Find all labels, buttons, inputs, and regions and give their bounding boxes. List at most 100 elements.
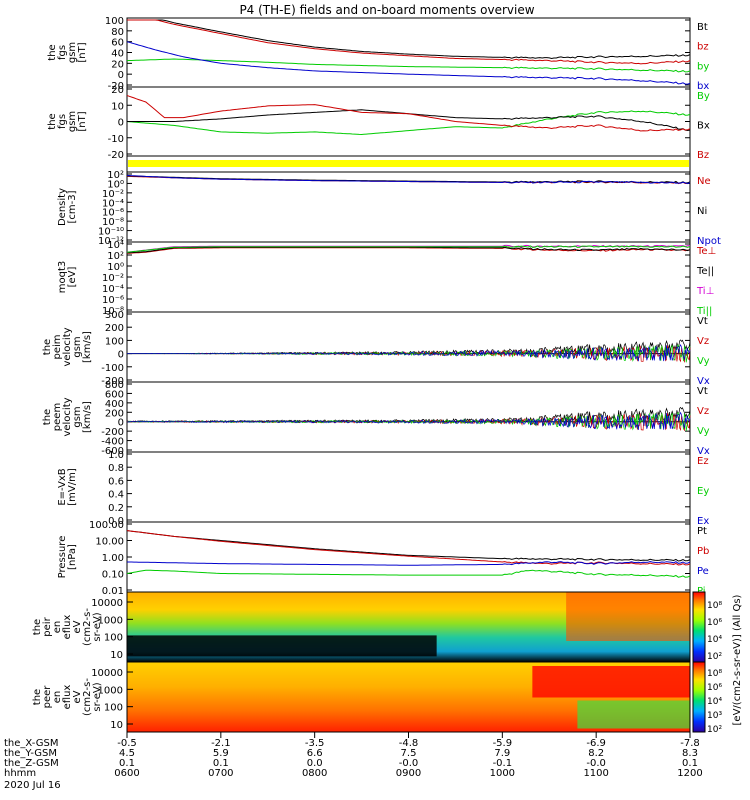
legend-label: Vt xyxy=(697,316,708,327)
legend-label: Te|| xyxy=(696,266,714,277)
panel-peem_velocity: the peem velocity gsm [km/s] 8006004002000-20… xyxy=(42,380,710,457)
legend-label: Ne xyxy=(697,176,711,187)
xaxis-row-value: 5.9 xyxy=(213,748,229,759)
ytick-label: 10⁻⁴ xyxy=(102,284,124,295)
ytick-label: 100 xyxy=(105,16,124,27)
ylabel-line: peer xyxy=(42,685,53,709)
series-line xyxy=(127,19,691,65)
panel-frame xyxy=(126,311,691,383)
series-line xyxy=(126,174,691,185)
ytick-label: 800 xyxy=(105,380,124,391)
xaxis-row-value: 0700 xyxy=(208,768,233,779)
panel-fgs_gsm_detail: the fgs gsm [nT] 20 10 0 -10 -20 By Bx Bz xyxy=(47,85,710,161)
xaxis-row-value: 0.0 xyxy=(307,758,323,769)
ytick-label: -20 xyxy=(108,81,124,92)
legend-label: Vt xyxy=(697,386,708,397)
xaxis-row-value: -7.8 xyxy=(680,738,700,749)
colorbar-lower xyxy=(692,661,706,733)
ytick-label: 10.00 xyxy=(95,537,124,548)
ylabel-line: (cm2-s- xyxy=(82,608,93,646)
xaxis-row-value: 6.6 xyxy=(307,748,323,759)
ytick-label: 100 xyxy=(104,633,123,644)
series-line xyxy=(126,58,691,73)
xaxis-row-value: 1200 xyxy=(677,768,702,779)
ytick-label: 20 xyxy=(111,85,124,96)
ytick-label: 400 xyxy=(105,399,124,410)
ylabel-line: the xyxy=(42,409,53,425)
legend-label: Bz xyxy=(697,150,709,161)
ytick-label: 0.01 xyxy=(102,586,124,597)
colorbar-tick: 10³ xyxy=(707,711,722,721)
ytick-label: 10⁻⁴ xyxy=(102,198,124,209)
xaxis-row-value: -0.1 xyxy=(493,758,513,769)
legend-label: Vx xyxy=(697,376,710,387)
legend-label: Vy xyxy=(697,426,710,437)
ylabel-line: velocity xyxy=(62,397,73,436)
ytick-label: -20 xyxy=(108,150,124,161)
colorbar: 10⁸ 10⁶ 10⁴ 10² 10⁸ 10⁶ 10⁴ 10³ 10² [eV/(cm2-s-sr… xyxy=(692,591,743,735)
ytick-label: 10 xyxy=(110,650,123,661)
colorbar-tick: 10⁸ xyxy=(707,669,722,679)
xaxis-row-value: 8.2 xyxy=(588,748,604,759)
ytick-label: 0.8 xyxy=(108,463,124,474)
xaxis-row-value: 0800 xyxy=(302,768,327,779)
xaxis-row-value: 4.5 xyxy=(119,748,135,759)
ytick-label: 10 xyxy=(110,720,123,731)
ytick-label: 0.6 xyxy=(108,476,124,487)
ytick-label: -200 xyxy=(101,376,124,387)
x-axis-block: the_X-GSM -0.5 -2.1 -3.5 -4.8 -5.9 -6.9 -7.8 the… xyxy=(4,732,703,791)
ytick-label: -400 xyxy=(101,437,124,448)
ylabel-line: sr-eV) xyxy=(92,682,103,711)
panel-peer_spectrogram: the peer en eflux eV (cm2-s-sr-eV) 10000 1000 10… xyxy=(32,661,691,733)
ytick-label: 0 xyxy=(118,350,124,361)
xaxis-date: 2020 Jul 16 xyxy=(4,780,61,791)
xaxis-row-value: 8.3 xyxy=(682,748,698,759)
xaxis-row-name: the_Y-GSM xyxy=(4,748,57,759)
ytick-label: 1.00 xyxy=(102,553,124,564)
legend-label: Te⊥ xyxy=(696,246,716,257)
ytick-label: 100.00 xyxy=(89,520,124,531)
ytick-label: 10⁻⁶ xyxy=(102,295,124,306)
xaxis-row-value: -2.1 xyxy=(211,738,231,749)
velocity-trace xyxy=(127,411,691,430)
panel-frame xyxy=(126,86,691,157)
ylabel-line: moqt3 xyxy=(57,261,68,294)
legend-label: Vx xyxy=(697,446,710,457)
ylabel-line: en xyxy=(52,691,63,704)
legend-label: by xyxy=(697,61,709,72)
ylabel-line: [km/s] xyxy=(82,331,93,363)
ylabel-line: the xyxy=(47,113,58,129)
spectrogram-cool-region xyxy=(577,700,690,729)
xaxis-row-value: -0.5 xyxy=(117,738,137,749)
series-line xyxy=(126,41,691,85)
series-line xyxy=(126,244,691,253)
ylabel-line: [nPa] xyxy=(67,544,78,570)
series-line xyxy=(126,530,691,562)
legend-label: Vy xyxy=(697,356,710,367)
colorbar-tick: 10⁴ xyxy=(707,697,722,707)
legend-label: bx xyxy=(697,81,709,92)
ylabel-line: eflux xyxy=(62,685,73,710)
ytick-label: 100 xyxy=(104,703,123,714)
xaxis-row-name: the_Z-GSM xyxy=(4,758,59,769)
legend-label: Ti|| xyxy=(696,306,712,317)
xaxis-row-value: 0.1 xyxy=(119,758,135,769)
ytick-label: 1.0 xyxy=(108,450,124,461)
xaxis-row-value: -4.8 xyxy=(399,738,419,749)
legend-label: Ex xyxy=(697,516,709,527)
legend-label: Pb xyxy=(697,546,709,557)
ytick-label: 10⁴ xyxy=(107,240,124,251)
ylabel-line: the xyxy=(42,339,53,355)
ytick-label: 0 xyxy=(118,418,124,429)
ytick-label: 10⁰ xyxy=(107,179,124,190)
colorbar-label: [eV/(cm2-s-sr-eV)] (All Qs) xyxy=(732,594,743,725)
series-line xyxy=(127,19,691,60)
ylabel-line: [km/s] xyxy=(82,401,93,433)
ytick-label: 10² xyxy=(107,170,124,181)
ylabel-line: E=-VxB xyxy=(57,468,68,505)
colorbar-tick: 10⁶ xyxy=(707,683,722,693)
series-line xyxy=(126,569,691,578)
legend-label: Ti⊥ xyxy=(696,286,714,297)
ytick-label: 10² xyxy=(107,251,124,262)
colorbar-upper xyxy=(692,591,706,663)
